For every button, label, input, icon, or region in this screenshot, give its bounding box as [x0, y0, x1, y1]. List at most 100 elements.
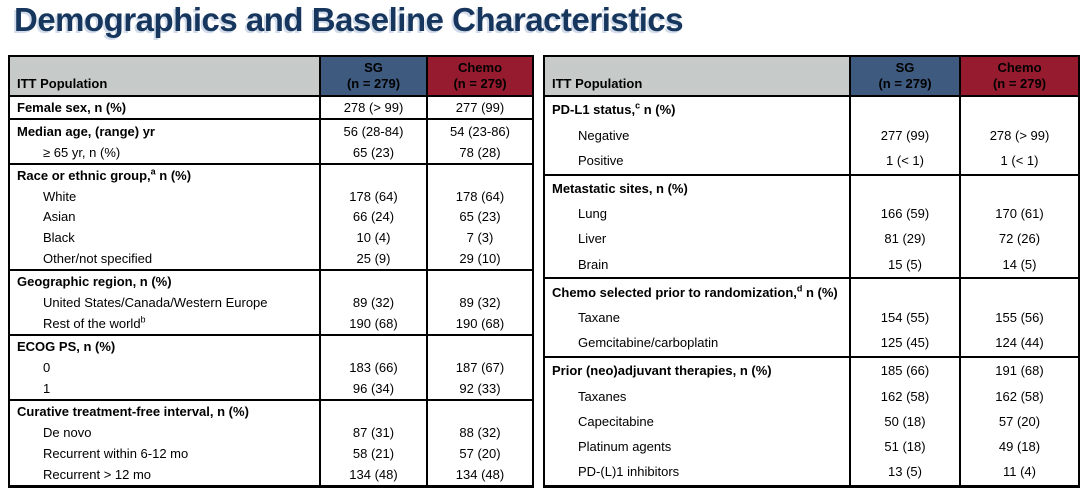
table-row: Geographic region, n (%)	[9, 269, 533, 293]
row-label: PD-(L)1 inhibitors	[544, 459, 850, 487]
row-label-suffix: n (%)	[640, 102, 676, 118]
row-label-text: Platinum agents	[578, 438, 672, 454]
chemo-value: 191 (68)	[959, 355, 1079, 384]
row-label: Chemo selected prior to randomization,d …	[544, 277, 850, 305]
footnote-marker: a	[150, 166, 156, 177]
row-label-text: 1	[43, 380, 51, 396]
chemo-value	[426, 399, 533, 423]
sg-value: 185 (66)	[849, 355, 960, 384]
row-label: Prior (neo)adjuvant therapies, n (%)	[544, 355, 850, 384]
sg-value	[849, 95, 960, 123]
sg-value: 162 (58)	[849, 383, 960, 409]
row-label-text: Asian	[43, 209, 76, 225]
table-row: Chemo selected prior to randomization,d …	[544, 277, 1079, 305]
table-row: Liver 81 (29) 72 (26)	[544, 226, 1079, 252]
sg-value: 154 (55)	[849, 304, 960, 331]
chemo-value: 170 (61)	[959, 201, 1079, 227]
demographics-table-left: ITT Population SG (n = 279) Chemo (n = 2…	[8, 55, 534, 488]
sg-arm-n: (n = 279)	[346, 76, 401, 91]
chemo-value: 49 (18)	[959, 433, 1079, 459]
table-row: Curative treatment-free interval, n (%)	[9, 399, 533, 423]
sg-value: 190 (68)	[319, 312, 427, 336]
chemo-value: 65 (23)	[426, 206, 533, 228]
table-row: 1 96 (34) 92 (33)	[9, 377, 533, 401]
sg-value: 50 (18)	[849, 408, 960, 434]
row-label-text: Gemcitabine/carboplatin	[578, 335, 719, 351]
sg-value: 183 (66)	[319, 357, 427, 378]
chemo-value: 54 (23-86)	[426, 118, 533, 142]
chemo-value: 78 (28)	[426, 141, 533, 164]
row-label-text: Capecitabine	[578, 413, 654, 429]
sg-value: 65 (23)	[319, 141, 427, 164]
table-row: White 178 (64) 178 (64)	[9, 185, 533, 207]
chemo-value: 1 (< 1)	[959, 147, 1079, 175]
chemo-value: 178 (64)	[426, 185, 533, 207]
sg-value: 81 (29)	[849, 226, 960, 252]
sg-value: 89 (32)	[319, 292, 427, 313]
chemo-value	[959, 173, 1079, 202]
table-row: Gemcitabine/carboplatin 125 (45) 124 (44)	[544, 330, 1079, 357]
chemo-value: 155 (56)	[959, 304, 1079, 331]
row-label-text: White	[43, 188, 77, 204]
row-label: De novo	[9, 422, 320, 443]
table-row: Black 10 (4) 7 (3)	[9, 227, 533, 249]
row-label: Brain	[544, 251, 850, 278]
row-label-text: Black	[43, 230, 75, 246]
row-label-text: Curative treatment-free interval, n (%)	[17, 404, 249, 420]
row-label: Taxane	[544, 305, 850, 330]
table-row: Recurrent within 6-12 mo 58 (21) 57 (20)	[9, 442, 533, 464]
page-title: Demographics and Baseline Characteristic…	[14, 1, 684, 38]
chemo-value: 88 (32)	[426, 422, 533, 443]
row-label: Median age, (range) yr	[9, 118, 320, 142]
table-row: Lung 166 (59) 170 (61)	[544, 201, 1079, 227]
row-label: White	[9, 186, 320, 207]
row-label: Curative treatment-free interval, n (%)	[9, 399, 320, 423]
row-label-text: Recurrent > 12 mo	[43, 466, 152, 482]
table-row: 0 183 (66) 187 (67)	[9, 357, 533, 378]
row-label: Female sex, n (%)	[9, 94, 320, 120]
table-row: Race or ethnic group,a n (%)	[9, 162, 533, 186]
row-label: Race or ethnic group,a n (%)	[9, 162, 320, 186]
chemo-value: 134 (48)	[426, 463, 533, 487]
row-label: Negative	[544, 123, 850, 148]
table-row: United States/Canada/Western Europe 89 (3…	[9, 292, 533, 313]
row-label: Taxanes	[544, 384, 850, 409]
row-label-text: Positive	[578, 153, 624, 169]
row-label: Recurrent > 12 mo	[9, 464, 320, 487]
baseline-table: ITT Population SG (n = 279) Chemo (n = 2…	[543, 55, 1080, 488]
sg-arm-label: SG	[895, 60, 915, 76]
row-label: ≥ 65 yr, n (%)	[9, 142, 320, 164]
sg-value: 66 (24)	[319, 206, 427, 228]
sg-value: 87 (31)	[319, 422, 427, 443]
sg-value	[319, 334, 427, 358]
sg-value	[319, 269, 427, 293]
row-label-text: Other/not specified	[43, 251, 153, 267]
footnote-marker: c	[635, 101, 641, 112]
chemo-value: 187 (67)	[426, 357, 533, 378]
chemo-arm-label: Chemo	[457, 60, 503, 76]
sg-value: 51 (18)	[849, 433, 960, 459]
chemo-value: 277 (99)	[426, 94, 533, 120]
chemo-value	[426, 334, 533, 358]
row-label-text: PD-(L)1 inhibitors	[578, 464, 680, 480]
chemo-value: 11 (4)	[959, 458, 1079, 487]
table-row: Female sex, n (%) 278 (> 99) 277 (99)	[9, 94, 533, 120]
row-label-suffix: n (%)	[155, 167, 192, 183]
chemo-value: 124 (44)	[959, 330, 1079, 357]
sg-value: 25 (9)	[319, 248, 427, 271]
sg-value	[849, 173, 960, 202]
row-label-text: Geographic region, n (%)	[17, 274, 172, 290]
row-label-text: Brain	[578, 256, 609, 272]
sg-value: 56 (28-84)	[319, 118, 427, 142]
row-label-text: Recurrent within 6-12 mo	[43, 445, 189, 461]
table-row: Taxane 154 (55) 155 (56)	[544, 304, 1079, 331]
sg-value: 125 (45)	[849, 330, 960, 357]
row-label: Gemcitabine/carboplatin	[544, 330, 850, 357]
table-row: Recurrent > 12 mo 134 (48) 134 (48)	[9, 463, 533, 487]
table-row: Other/not specified 25 (9) 29 (10)	[9, 248, 533, 271]
sg-value: 58 (21)	[319, 442, 427, 464]
chemo-value	[426, 269, 533, 293]
row-label: Platinum agents	[544, 434, 850, 459]
sg-value: 13 (5)	[849, 458, 960, 487]
table-row: Negative 277 (99) 278 (> 99)	[544, 122, 1079, 148]
